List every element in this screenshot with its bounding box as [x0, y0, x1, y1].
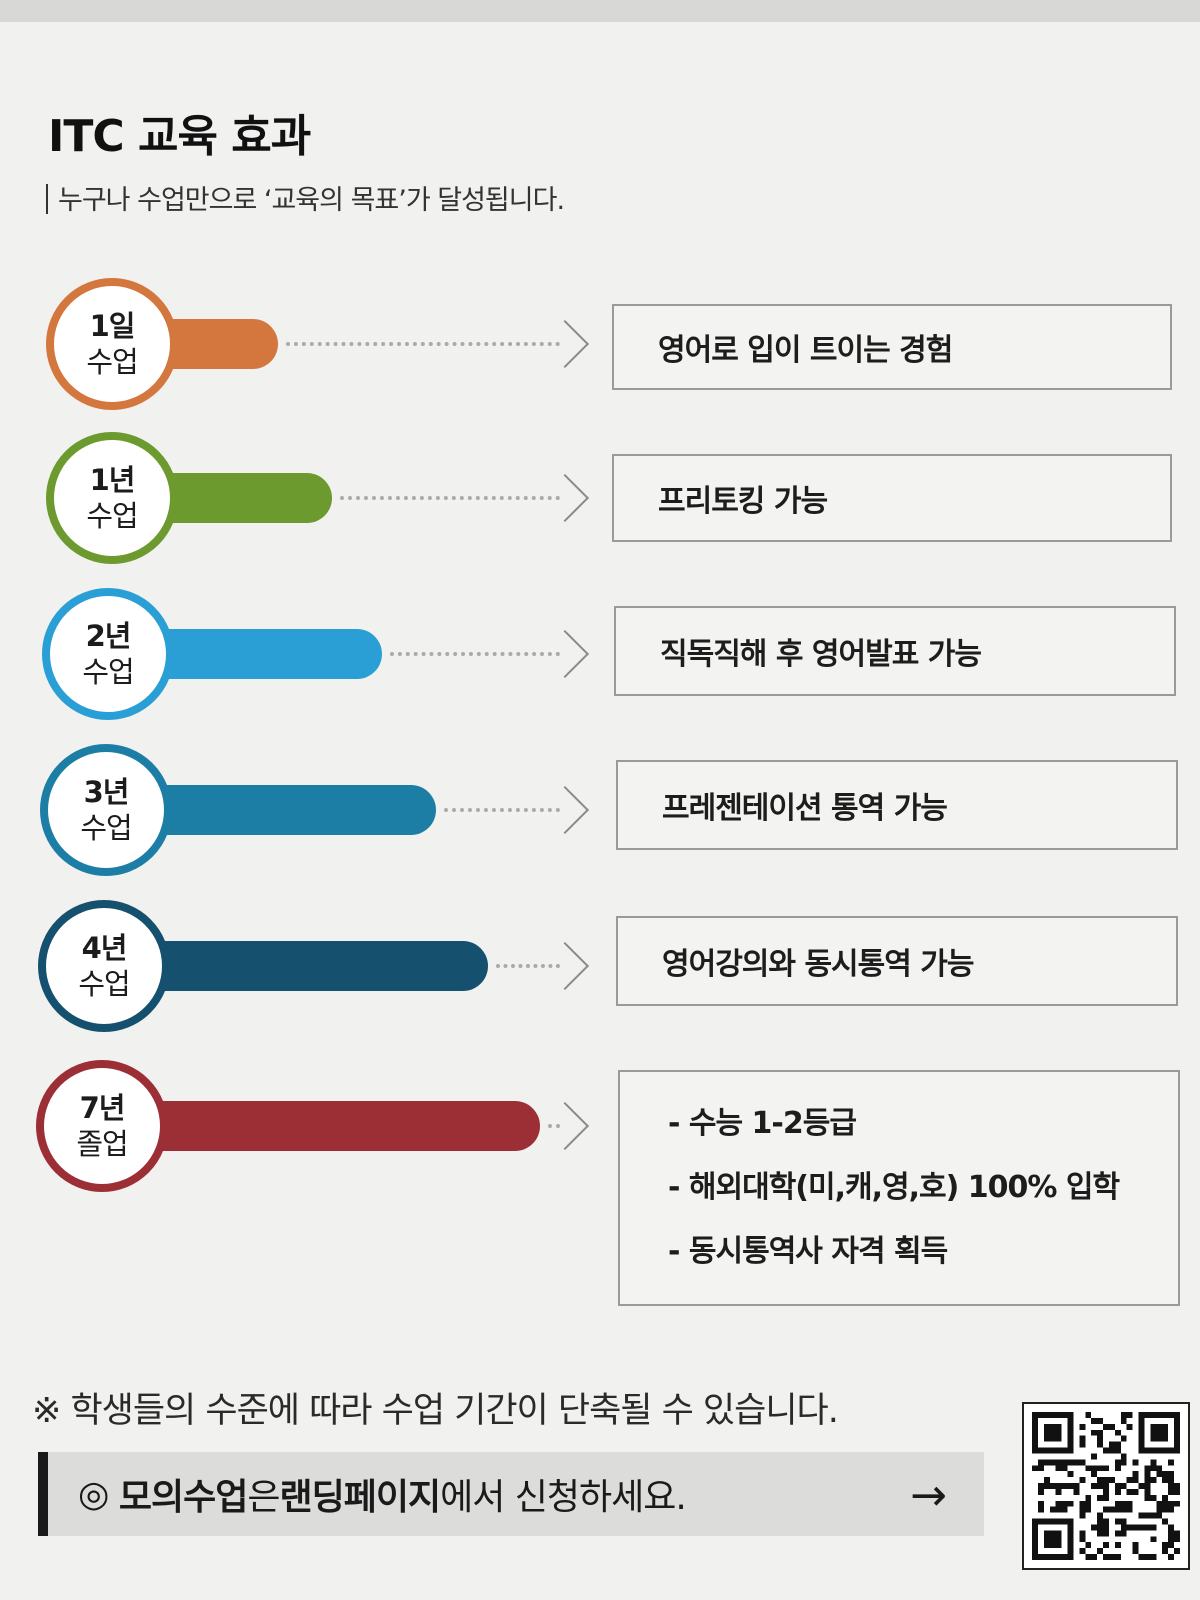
- dotted-connector: [548, 1124, 560, 1128]
- stage-badge: 4년 수업: [38, 900, 170, 1032]
- stage-type: 수업: [86, 499, 138, 533]
- chevron-right-icon: [540, 319, 590, 369]
- page-subtitle: 누구나 수업만으로 ‘교육의 목표’가 달성됩니다.: [46, 178, 565, 217]
- page-title: ITC 교육 효과: [48, 111, 311, 162]
- stage-badge: 1일 수업: [46, 278, 178, 410]
- cta-banner[interactable]: ◎ 모의수업 은 랜딩페이지 에서 신청하세요. →: [38, 1452, 984, 1536]
- chevron-right-icon: [540, 629, 590, 679]
- cta-bold-2: 랜딩페이지: [279, 1477, 441, 1518]
- stage-type: 수업: [80, 811, 132, 845]
- stage-type: 수업: [78, 967, 130, 1001]
- outcome-box: 직독직해 후 영어발표 가능: [614, 606, 1176, 696]
- chevron-right-icon: [540, 941, 590, 991]
- stage-period: 7년: [79, 1091, 126, 1125]
- stage-type: 수업: [86, 345, 138, 379]
- chevron-right-icon: [540, 785, 590, 835]
- outcome-text: 프리토킹 가능: [658, 484, 828, 519]
- subtitle-bar: [46, 184, 48, 214]
- chevron-right-icon: [540, 473, 590, 523]
- stage-period: 4년: [81, 931, 128, 965]
- chevron-right-icon: [540, 1101, 590, 1151]
- cta-mid: 은: [247, 1477, 280, 1518]
- outcome-item: - 동시통역사 자격 획득: [668, 1234, 948, 1269]
- outcome-text: 영어로 입이 트이는 경험: [658, 333, 953, 368]
- outcome-text: 프레젠테이션 통역 가능: [662, 791, 948, 826]
- dotted-connector: [444, 808, 560, 812]
- outcome-box: 프리토킹 가능: [612, 454, 1172, 542]
- dotted-connector: [286, 342, 560, 346]
- timeline-bar: [102, 1101, 540, 1151]
- outcome-box: - 수능 1-2등급 - 해외대학(미,캐,영,호) 100% 입학 - 동시통역사…: [618, 1070, 1180, 1306]
- stage-badge: 7년 졸업: [36, 1060, 168, 1192]
- stage-badge: 3년 수업: [40, 744, 172, 876]
- stage-badge: 1년 수업: [46, 432, 178, 564]
- stage-period: 1일: [89, 309, 136, 343]
- dotted-connector: [390, 652, 560, 656]
- outcome-text: 영어강의와 동시통역 가능: [662, 947, 974, 982]
- footnote: ※ 학생들의 수준에 따라 수업 기간이 단축될 수 있습니다.: [32, 1391, 839, 1431]
- stage-period: 2년: [85, 619, 132, 653]
- qr-code-icon[interactable]: [1022, 1402, 1190, 1570]
- dotted-connector: [340, 496, 560, 500]
- outcome-text: 직독직해 후 영어발표 가능: [660, 637, 982, 672]
- stage-period: 3년: [83, 775, 130, 809]
- target-icon: ◎: [78, 1473, 109, 1515]
- outcome-item: - 수능 1-2등급: [668, 1106, 857, 1141]
- dotted-connector: [496, 964, 560, 968]
- subtitle-text: 누구나 수업만으로 ‘교육의 목표’가 달성됩니다.: [58, 185, 565, 216]
- cta-bold-1: 모의수업: [118, 1477, 248, 1518]
- arrow-right-icon: →: [910, 1470, 947, 1521]
- stage-period: 1년: [89, 463, 136, 497]
- outcome-item: - 해외대학(미,캐,영,호) 100% 입학: [668, 1170, 1120, 1205]
- outcome-box: 프레젠테이션 통역 가능: [616, 760, 1178, 850]
- outcome-box: 영어강의와 동시통역 가능: [616, 916, 1178, 1006]
- stage-type: 졸업: [76, 1127, 128, 1161]
- stage-badge: 2년 수업: [42, 588, 174, 720]
- outcome-box: 영어로 입이 트이는 경험: [612, 304, 1172, 390]
- stage-type: 수업: [82, 655, 134, 689]
- cta-rest: 에서 신청하세요.: [440, 1477, 687, 1518]
